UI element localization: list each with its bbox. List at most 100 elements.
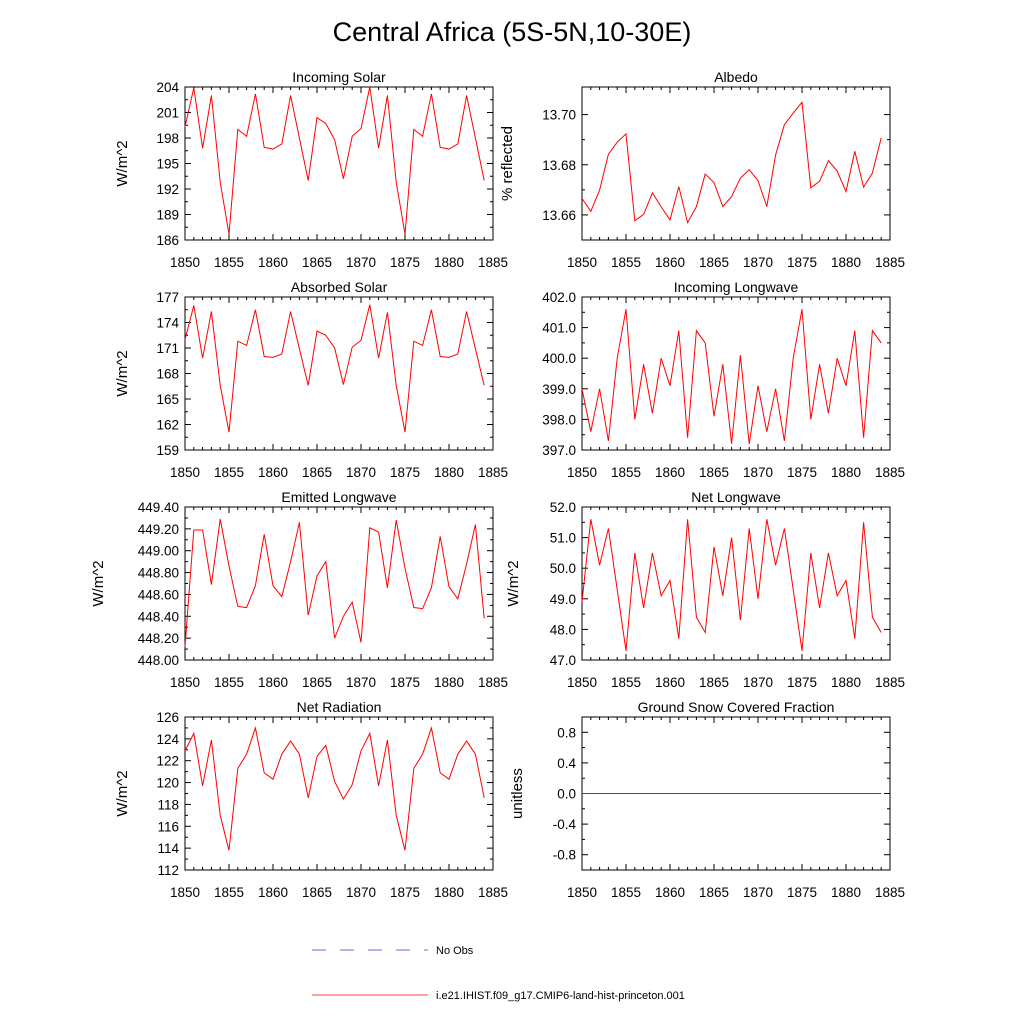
y-axis-label: W/m^2: [114, 770, 131, 816]
x-tick-label: 1850: [170, 255, 200, 270]
y-tick-label: 448.20: [138, 631, 179, 646]
x-tick-label: 1880: [434, 255, 464, 270]
x-tick-label: 1860: [655, 465, 685, 480]
x-tick-label: 1880: [831, 675, 861, 690]
y-tick-label: 177: [156, 290, 179, 305]
panel-title: Incoming Solar: [292, 69, 386, 85]
x-tick-label: 1865: [699, 675, 729, 690]
y-tick-label: 13.68: [542, 158, 576, 173]
x-tick-label: 1880: [434, 885, 464, 900]
y-tick-label: 189: [156, 208, 179, 223]
x-tick-label: 1885: [875, 675, 905, 690]
x-tick-label: 1875: [787, 885, 817, 900]
y-tick-label: 126: [156, 710, 179, 725]
page-title: Central Africa (5S-5N,10-30E): [333, 17, 692, 47]
x-tick-label: 1855: [611, 255, 641, 270]
x-tick-label: 1860: [655, 255, 685, 270]
y-tick-label: 198: [156, 131, 179, 146]
y-tick-label: 398.0: [542, 412, 576, 427]
y-tick-label: 48.0: [550, 622, 576, 637]
y-tick-label: 401.0: [542, 321, 576, 336]
panel-title: Incoming Longwave: [674, 279, 799, 295]
x-tick-label: 1880: [831, 885, 861, 900]
plot-frame: [184, 86, 494, 241]
y-tick-label: 448.00: [138, 653, 179, 668]
x-tick-label: 1855: [214, 675, 244, 690]
y-tick-label: 201: [156, 106, 179, 121]
series-line: [581, 101, 882, 225]
panel-4: Incoming Longwave 1850 1855 1860 1865 1870 187…: [542, 279, 905, 480]
panel-title: Net Longwave: [691, 489, 781, 505]
x-tick-label: 1880: [831, 255, 861, 270]
y-tick-label: 52.0: [550, 500, 576, 515]
y-tick-label: 448.40: [138, 609, 179, 624]
y-tick-label: 192: [156, 182, 179, 197]
x-tick-label: 1850: [170, 885, 200, 900]
x-tick-label: 1875: [390, 675, 420, 690]
x-tick-label: 1855: [214, 465, 244, 480]
y-tick-label: 449.20: [138, 522, 179, 537]
x-tick-label: 1875: [390, 255, 420, 270]
plot-frame: [581, 86, 891, 241]
x-tick-label: 1865: [699, 255, 729, 270]
x-tick-label: 1870: [346, 465, 376, 480]
y-tick-label: 449.40: [138, 500, 179, 515]
series-line: [581, 309, 882, 444]
series-line: [184, 518, 485, 647]
plot-frame: [184, 296, 494, 451]
x-tick-label: 1875: [787, 675, 817, 690]
series-line: [184, 725, 485, 851]
x-tick-label: 1850: [567, 675, 597, 690]
x-tick-label: 1865: [699, 885, 729, 900]
panel-title: Absorbed Solar: [291, 279, 388, 295]
panels-container: Incoming Solar 1850 1855 1860 1865 1870 1875 18…: [90, 69, 905, 900]
y-tick-label: 171: [156, 341, 179, 356]
x-tick-label: 1885: [875, 255, 905, 270]
panel-8: Ground Snow Covered Fraction 1850 1855 1860…: [509, 699, 905, 900]
x-tick-label: 1885: [478, 465, 508, 480]
y-tick-label: 13.70: [542, 108, 576, 123]
legend-model-label: i.e21.IHIST.f09_g17.CMIP6-land-hist-prin…: [436, 990, 685, 1002]
x-tick-label: 1870: [743, 465, 773, 480]
x-tick-label: 1880: [434, 465, 464, 480]
legend-no-obs-label: No Obs: [436, 945, 474, 957]
x-tick-label: 1865: [699, 465, 729, 480]
y-tick-label: 168: [156, 367, 179, 382]
x-tick-label: 1875: [787, 465, 817, 480]
y-tick-label: 195: [156, 157, 179, 172]
y-tick-label: 399.0: [542, 382, 576, 397]
y-tick-label: 0.0: [557, 787, 576, 802]
panel-5: Emitted Longwave 1850 1855 1860 1865 1870 1875…: [90, 489, 508, 690]
y-axis-label: W/m^2: [90, 560, 107, 606]
y-tick-label: 449.00: [138, 544, 179, 559]
x-tick-label: 1870: [346, 885, 376, 900]
y-tick-label: 0.4: [557, 756, 576, 771]
y-tick-label: 159: [156, 443, 179, 458]
y-tick-label: 165: [156, 392, 179, 407]
x-tick-label: 1885: [478, 885, 508, 900]
y-tick-label: 116: [157, 819, 179, 834]
panel-3: Absorbed Solar 1850 1855 1860 1865 1870 1875 18…: [114, 279, 508, 480]
x-tick-label: 1880: [434, 675, 464, 690]
series-line: [581, 519, 882, 651]
y-tick-label: 397.0: [542, 443, 576, 458]
x-tick-label: 1865: [302, 675, 332, 690]
y-tick-label: 49.0: [550, 592, 576, 607]
x-tick-label: 1870: [743, 675, 773, 690]
panel-1: Incoming Solar 1850 1855 1860 1865 1870 1875 18…: [114, 69, 508, 270]
x-tick-label: 1855: [611, 465, 641, 480]
x-tick-label: 1850: [170, 675, 200, 690]
x-tick-label: 1880: [831, 465, 861, 480]
x-tick-label: 1885: [875, 465, 905, 480]
x-tick-label: 1870: [346, 255, 376, 270]
x-tick-label: 1855: [214, 255, 244, 270]
y-tick-label: 402.0: [542, 290, 576, 305]
panel-title: Ground Snow Covered Fraction: [638, 699, 835, 715]
y-tick-label: 204: [156, 80, 179, 95]
y-tick-label: 448.60: [138, 587, 179, 602]
x-tick-label: 1875: [390, 885, 420, 900]
series-line: [184, 304, 485, 433]
y-tick-label: 0.8: [557, 725, 576, 740]
x-tick-label: 1855: [214, 885, 244, 900]
x-tick-label: 1865: [302, 885, 332, 900]
